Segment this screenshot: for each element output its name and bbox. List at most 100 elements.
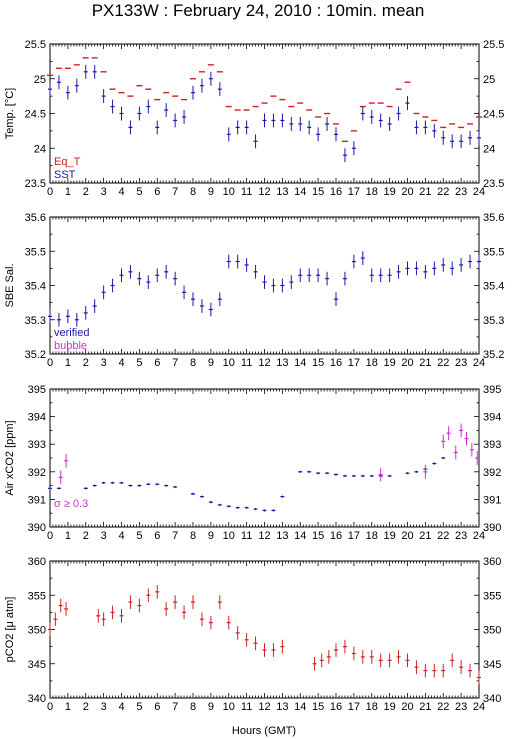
x-tick-label: 7 xyxy=(172,186,178,198)
x-tick-label: 2 xyxy=(83,530,89,542)
x-tick-label: 1 xyxy=(65,357,71,369)
x-tick-label: 13 xyxy=(276,186,288,198)
x-tick-label: 0 xyxy=(47,186,53,198)
y-tick-label: 345 xyxy=(28,659,46,671)
y-axis-label: pCO2 [μ atm] xyxy=(4,597,16,663)
x-tick-label: 23 xyxy=(455,530,467,542)
plot-frame xyxy=(49,388,480,528)
x-tick-label: 10 xyxy=(223,701,235,713)
y-tick-label: 395 xyxy=(483,384,501,396)
x-tick-label: 13 xyxy=(276,530,288,542)
x-tick-label: 12 xyxy=(258,186,270,198)
y-tick-label: 390 xyxy=(483,522,501,534)
x-tick-label: 3 xyxy=(101,701,107,713)
y-tick-label: 35.5 xyxy=(25,246,46,258)
x-tick-label: 12 xyxy=(258,530,270,542)
panel-2: 0 1 2 3 4 5 6 7 8 9 10 11 12 13 14 15 16 17 18 19 20 21 22 23 24… xyxy=(4,212,504,369)
x-tick-label: 4 xyxy=(118,530,124,542)
x-tick-label: 16 xyxy=(330,186,342,198)
x-tick-label: 23 xyxy=(455,701,467,713)
x-tick-label: 16 xyxy=(330,530,342,542)
x-tick-label: 21 xyxy=(419,530,431,542)
x-tick-label: 17 xyxy=(348,530,360,542)
x-tick-label: 22 xyxy=(437,530,449,542)
x-tick-label: 0 xyxy=(47,357,53,369)
x-tick-label: 16 xyxy=(330,701,342,713)
y-tick-label: 35.5 xyxy=(483,246,504,258)
x-tick-label: 22 xyxy=(437,357,449,369)
x-tick-label: 15 xyxy=(312,701,324,713)
x-tick-label: 24 xyxy=(473,186,485,198)
legend-entry: verified xyxy=(54,327,89,339)
x-tick-label: 4 xyxy=(118,701,124,713)
x-tick-label: 10 xyxy=(223,186,235,198)
x-tick-label: 1 xyxy=(65,530,71,542)
x-tick-label: 8 xyxy=(190,701,196,713)
legend-entry: Eq_T xyxy=(54,156,81,168)
x-tick-label: 18 xyxy=(366,530,378,542)
x-tick-label: 9 xyxy=(208,701,214,713)
x-tick-label: 23 xyxy=(455,357,467,369)
y-tick-label: 394 xyxy=(28,412,46,424)
x-tick-label: 9 xyxy=(208,530,214,542)
x-tick-label: 12 xyxy=(258,701,270,713)
y-tick-label: 23.5 xyxy=(25,178,46,190)
x-tick-label: 24 xyxy=(473,357,485,369)
x-tick-label: 6 xyxy=(154,701,160,713)
panel-1: 0 1 2 3 4 5 6 7 8 9 10 11 12 13 14 15 16 17 18 19 20 21 22 23 24… xyxy=(4,39,504,198)
y-tick-label: 350 xyxy=(28,625,46,637)
x-tick-label: 2 xyxy=(83,357,89,369)
y-tick-label: 393 xyxy=(28,439,46,451)
x-tick-label: 16 xyxy=(330,357,342,369)
x-tick-label: 20 xyxy=(401,186,413,198)
x-tick-label: 20 xyxy=(401,530,413,542)
y-tick-label: 35.3 xyxy=(25,315,46,327)
y-tick-label: 355 xyxy=(483,590,501,602)
y-tick-label: 394 xyxy=(483,412,501,424)
x-tick-label: 1 xyxy=(65,186,71,198)
x-tick-label: 4 xyxy=(118,357,124,369)
x-tick-label: 24 xyxy=(473,530,485,542)
y-tick-label: 25 xyxy=(34,74,46,86)
x-tick-label: 12 xyxy=(258,357,270,369)
legend-entry: bubble xyxy=(54,340,87,352)
x-tick-label: 24 xyxy=(473,701,485,713)
x-tick-label: 2 xyxy=(83,186,89,198)
x-tick-label: 5 xyxy=(136,530,142,542)
x-tick-label: 14 xyxy=(294,530,306,542)
x-tick-label: 8 xyxy=(190,186,196,198)
x-tick-label: 7 xyxy=(172,530,178,542)
x-tick-label: 7 xyxy=(172,357,178,369)
y-tick-label: 35.6 xyxy=(483,212,504,224)
legend-entry: SST xyxy=(54,169,76,181)
y-tick-label: 391 xyxy=(483,494,501,506)
x-tick-label: 20 xyxy=(401,357,413,369)
x-tick-label: 21 xyxy=(419,357,431,369)
y-tick-label: 390 xyxy=(28,522,46,534)
y-tick-label: 25.5 xyxy=(483,39,504,51)
y-tick-label: 393 xyxy=(483,439,501,451)
x-tick-label: 19 xyxy=(384,530,396,542)
y-tick-label: 35.4 xyxy=(483,281,504,293)
y-tick-label: 35.2 xyxy=(25,349,46,361)
x-tick-label: 5 xyxy=(136,186,142,198)
y-tick-label: 24 xyxy=(34,143,46,155)
y-tick-label: 25 xyxy=(483,74,495,86)
y-tick-label: 25.5 xyxy=(25,39,46,51)
x-tick-label: 15 xyxy=(312,530,324,542)
y-tick-label: 24.5 xyxy=(25,109,46,121)
plot-frame xyxy=(49,560,480,699)
x-tick-label: 4 xyxy=(118,186,124,198)
panel-4: 0 1 2 3 4 5 6 7 8 9 10 11 12 13 14 15 16 17 18 19 20 21 22 23 24… xyxy=(4,556,501,713)
x-tick-label: 11 xyxy=(241,357,252,369)
x-tick-label: 14 xyxy=(294,357,306,369)
x-tick-label: 21 xyxy=(419,701,431,713)
x-tick-label: 17 xyxy=(348,701,360,713)
x-tick-label: 9 xyxy=(208,357,214,369)
y-tick-label: 35.2 xyxy=(483,349,504,361)
panel-3: 0 1 2 3 4 5 6 7 8 9 10 11 12 13 14 15 16 17 18 19 20 21 22 23 24… xyxy=(4,384,501,542)
y-tick-label: 23.5 xyxy=(483,178,504,190)
x-tick-label: 6 xyxy=(154,530,160,542)
x-tick-label: 0 xyxy=(47,530,53,542)
